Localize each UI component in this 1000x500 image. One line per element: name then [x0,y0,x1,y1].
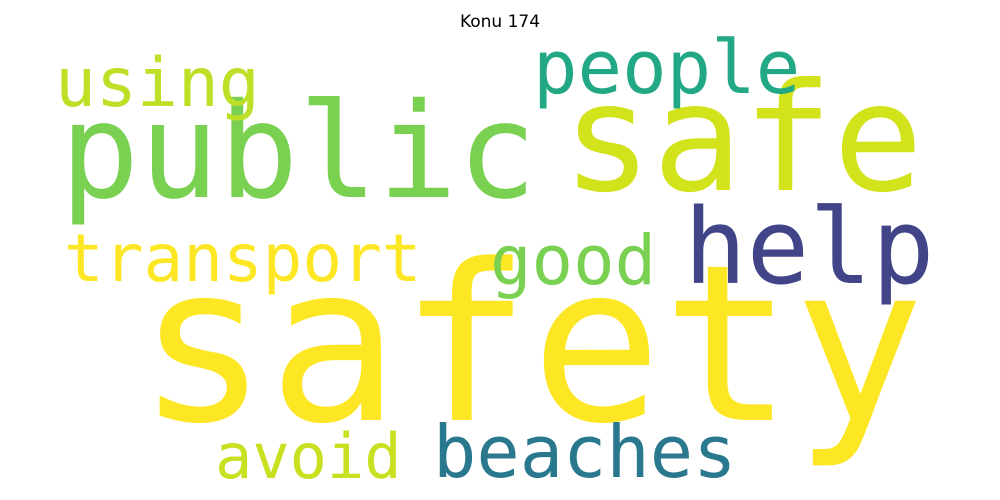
word-transport: transport [64,220,422,297]
word-people: people [533,25,800,111]
word-avoid: avoid [215,420,402,493]
word-help: help [684,186,934,308]
word-beaches: beaches [433,410,736,494]
figure-title: Konu 174 [459,12,541,32]
word-safety: safety [137,219,924,472]
word-good: good [490,221,656,301]
word-public: public [60,75,537,229]
word-safe: safe [562,52,923,226]
word-using: using [55,44,260,123]
